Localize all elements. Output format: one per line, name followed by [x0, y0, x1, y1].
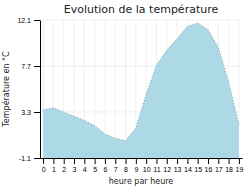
x-tick-label: 6 — [103, 166, 107, 173]
x-tick: 9 — [134, 158, 138, 173]
x-tick: 6 — [103, 158, 107, 173]
x-tick: 4 — [83, 158, 87, 173]
x-tick-mark — [115, 158, 116, 164]
line — [43, 23, 239, 141]
grid — [40, 20, 242, 158]
x-tick: 11 — [153, 158, 160, 173]
x-tick-label: 8 — [124, 166, 128, 173]
x-tick: 7 — [114, 158, 118, 173]
x-tick: 12 — [163, 158, 171, 173]
y-axis-title: Température en °C — [1, 51, 11, 128]
x-tick-mark — [156, 158, 157, 164]
x-tick-label: 1 — [52, 166, 56, 173]
x-tick-mark — [136, 158, 137, 164]
x-tick: 15 — [194, 158, 202, 173]
y-axis-line — [40, 21, 41, 159]
x-tick: 5 — [93, 158, 97, 173]
x-tick-mark — [74, 158, 75, 164]
y-axis: -1.1 3.3 7.7 12.1 — [17, 17, 40, 162]
y-tick-mark — [34, 66, 40, 67]
x-tick-mark — [95, 158, 96, 164]
x-tick: 14 — [184, 158, 192, 173]
y-tick-label: -1.1 — [19, 155, 31, 162]
y-tick-label: 7.7 — [21, 63, 31, 70]
x-tick: 18 — [225, 158, 233, 173]
x-tick-label: 12 — [163, 166, 171, 173]
grid-line-x — [125, 20, 126, 158]
y-tick-label: 12.1 — [17, 17, 31, 24]
plot: 012345678910111213141516171819-1.13.37.7… — [17, 17, 243, 173]
x-tick-label: 18 — [225, 166, 233, 173]
x-tick-label: 7 — [114, 166, 118, 173]
x-tick-mark — [146, 158, 147, 164]
x-tick-label: 17 — [215, 166, 223, 173]
x-tick-mark — [187, 158, 188, 164]
x-tick-mark — [43, 158, 44, 164]
title: Evolution de la température — [64, 3, 219, 16]
x-axis: 012345678910111213141516171819 — [41, 158, 244, 173]
x-tick-label: 5 — [93, 166, 97, 173]
x-tick-label: 13 — [174, 166, 182, 173]
x-tick: 16 — [205, 158, 213, 173]
x-tick-label: 4 — [83, 166, 87, 173]
x-tick-label: 19 — [236, 166, 244, 173]
x-tick-label: 14 — [184, 166, 192, 173]
x-tick-label: 9 — [134, 166, 138, 173]
y-tick-label: 3.3 — [21, 109, 31, 116]
area — [43, 23, 239, 158]
x-tick-label: 11 — [153, 166, 160, 173]
x-axis-line — [41, 158, 243, 159]
y-tick-mark — [34, 158, 40, 159]
x-tick-mark — [64, 158, 65, 164]
x-tick: 10 — [143, 158, 151, 173]
y-tick: 7.7 — [21, 63, 40, 70]
x-tick-label: 3 — [73, 166, 77, 173]
x-tick-mark — [208, 158, 209, 164]
x-tick-label: 0 — [42, 166, 46, 173]
x-tick-mark — [218, 158, 219, 164]
y-tick-mark — [34, 20, 40, 21]
x-tick-label: 15 — [194, 166, 202, 173]
grid-line-y — [40, 20, 242, 21]
x-tick-label: 16 — [205, 166, 213, 173]
x-tick-mark — [239, 158, 240, 164]
y-tick-mark — [34, 112, 40, 113]
x-tick: 1 — [52, 158, 56, 173]
y-tick: 12.1 — [17, 17, 40, 24]
x-tick-mark — [53, 158, 54, 164]
x-tick: 13 — [174, 158, 182, 173]
x-tick-mark — [84, 158, 85, 164]
x-tick-mark — [177, 158, 178, 164]
x-axis-title: heure par heure — [109, 177, 174, 186]
x-tick: 17 — [215, 158, 223, 173]
x-tick-mark — [167, 158, 168, 164]
x-tick-label: 2 — [62, 166, 66, 173]
x-tick: 3 — [73, 158, 77, 173]
y-tick: 3.3 — [21, 109, 40, 116]
x-tick-mark — [229, 158, 230, 164]
marks — [43, 23, 239, 158]
y-tick: -1.1 — [19, 155, 40, 162]
grid-line-x — [115, 20, 116, 158]
x-tick-mark — [126, 158, 127, 164]
x-tick: 19 — [236, 158, 244, 173]
x-tick: 8 — [124, 158, 128, 173]
x-tick: 0 — [42, 158, 46, 173]
x-tick-label: 10 — [143, 166, 151, 173]
chart: 012345678910111213141516171819-1.13.37.7… — [0, 0, 250, 188]
x-tick-mark — [105, 158, 106, 164]
x-tick: 2 — [62, 158, 66, 173]
x-tick-mark — [198, 158, 199, 164]
